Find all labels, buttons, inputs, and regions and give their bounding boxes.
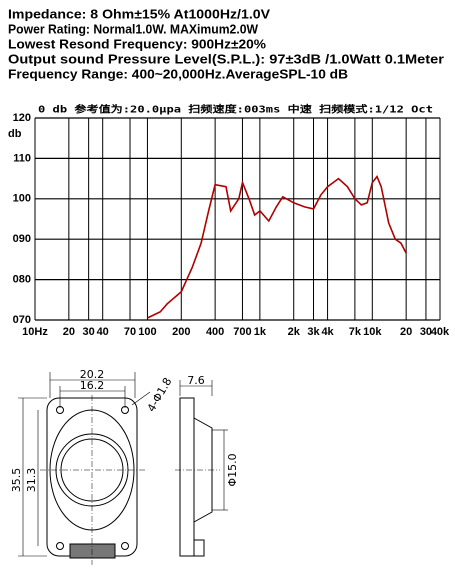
spec-line: Frequency Range: 400~20,000Hz.AverageSPL…: [8, 67, 348, 81]
x-tick-label: 3k: [307, 326, 320, 338]
y-tick-label: 110: [13, 152, 31, 164]
response-curve: [147, 175, 407, 319]
front-view: [18, 372, 151, 565]
x-tick-label: 2k: [288, 326, 301, 338]
y-tick-label: 090: [13, 233, 31, 245]
x-tick-label: 7k: [349, 326, 362, 338]
dimension-label: Φ15.0: [226, 453, 239, 486]
y-axis-label: db: [8, 128, 22, 140]
y-tick-label: 080: [13, 274, 31, 286]
spec-line: Power Rating: Normal1.0W. MAXimum2.0W: [8, 22, 258, 36]
x-tick-label: 4k: [321, 326, 334, 338]
x-tick-label: 200: [172, 326, 190, 338]
dimension-label: 7.6: [187, 374, 205, 387]
y-tick-label: 100: [13, 193, 31, 205]
side-view: [175, 380, 228, 557]
x-tick-label: 1k: [254, 326, 267, 338]
x-tick-label: 20: [400, 326, 412, 338]
x-tick-label: 10k: [363, 326, 382, 338]
x-tick-label: 100: [138, 326, 156, 338]
spec-line: Output sound Pressure Level(S.P.L.): 97±…: [8, 52, 444, 66]
dimension-label: 4-Φ1.8: [145, 375, 175, 414]
y-tick-label: 070: [13, 314, 31, 326]
x-tick-label: 400: [206, 326, 224, 338]
dimension-label: 35.5: [10, 468, 23, 493]
y-tick-label: 120: [13, 112, 31, 124]
x-tick-label: 30: [83, 326, 95, 338]
x-tick-label: 70: [124, 326, 136, 338]
spec-line: Impedance: 8 Ohm±15% At1000Hz/1.0V: [8, 7, 271, 21]
spec-line: Lowest Resond Frequency: 900Hz±20%: [8, 37, 266, 51]
x-tick-label: 30: [420, 326, 432, 338]
dimension-label: 31.3: [25, 468, 38, 493]
x-tick-label: 40: [97, 326, 109, 338]
x-tick-label: 10Hz: [22, 326, 48, 338]
x-tick-label: 20: [63, 326, 75, 338]
dimension-label: 16.2: [80, 379, 105, 392]
dimension-label: 20.2: [80, 368, 105, 381]
chart-header: 0 db 参考值为:20.0μpa 扫频速度:003ms 中速 扫频模式:1/1…: [38, 104, 433, 116]
x-tick-label: 40k: [431, 326, 450, 338]
x-tick-label: 700: [233, 326, 251, 338]
